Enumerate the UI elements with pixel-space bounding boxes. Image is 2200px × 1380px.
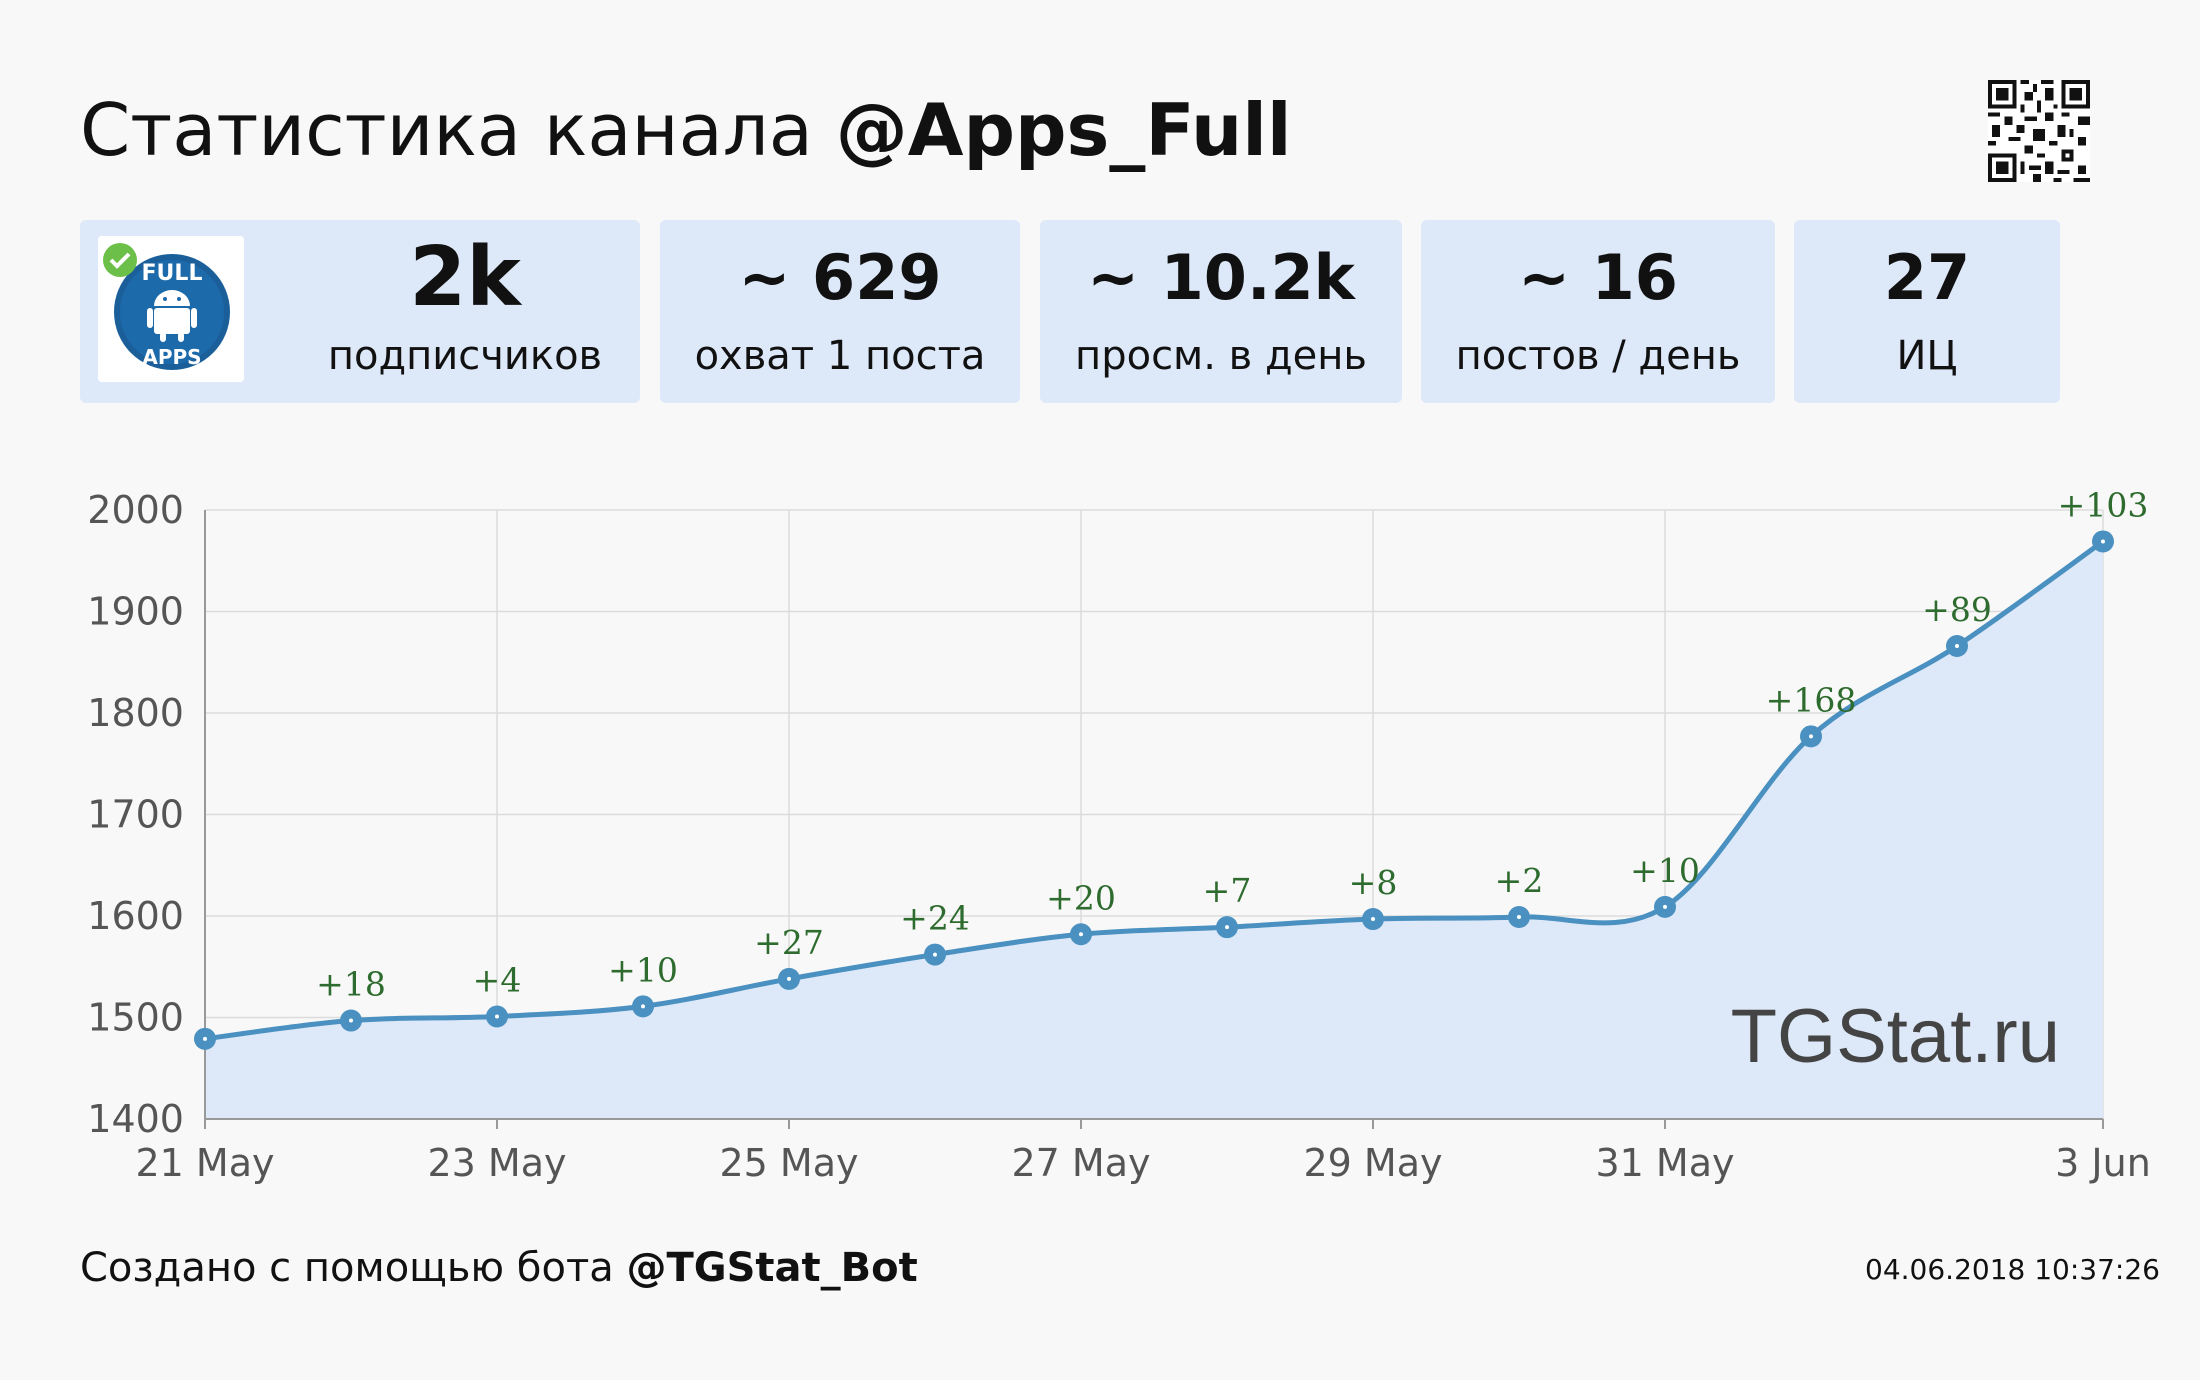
bot-link[interactable]: @TGStat_Bot (626, 1245, 918, 1291)
data-point-center (1663, 904, 1667, 909)
reach-value: ~ 629 (738, 241, 942, 314)
data-point-center (2101, 539, 2105, 544)
delta-label: +2 (1495, 861, 1544, 900)
footer-credit: Создано с помощью бота @TGStat_Bot (80, 1238, 918, 1298)
data-point-center (1955, 644, 1959, 649)
stat-card-reach: ~ 629 охват 1 поста (660, 220, 1020, 403)
android-icon (147, 290, 197, 342)
chart-points (194, 530, 2114, 1050)
x-tick-labels: 21 May 23 May 25 May 27 May 29 May 31 May 3 Ju… (136, 1141, 2151, 1185)
delta-label: +18 (316, 965, 386, 1004)
stat-card-posts: ~ 16 постов / день (1421, 220, 1775, 403)
y-tick-label: 1700 (87, 793, 184, 837)
delta-label: +8 (1349, 863, 1398, 902)
delta-label: +4 (473, 960, 522, 999)
stat-card-subscribers: FULL APPS 2k подписчиков (80, 220, 640, 403)
ci-label: ИЦ (1896, 333, 1958, 379)
y-tick-label: 1600 (87, 894, 184, 938)
delta-labels: +18 +4 +10 +27 +24 +20 +7 +8 +2 +10 +168 +89 +103 (316, 485, 2148, 1003)
delta-label: +7 (1203, 871, 1252, 910)
data-point-center (495, 1014, 499, 1019)
x-tick-label: 31 May (1596, 1141, 1735, 1185)
posts-value: ~ 16 (1518, 241, 1678, 314)
views-label: просм. в день (1075, 333, 1367, 379)
data-point-center (641, 1004, 645, 1009)
stat-card-ci: 27 ИЦ (1794, 220, 2060, 403)
y-tick-label: 1500 (87, 996, 184, 1040)
channel-avatar: FULL APPS (98, 236, 244, 382)
x-tick-label: 3 Jun (2055, 1141, 2151, 1185)
delta-label: +89 (1922, 590, 1992, 629)
y-tick-label: 1800 (87, 691, 184, 735)
title-prefix: Статистика канала (80, 88, 813, 172)
x-tick-label: 25 May (720, 1141, 859, 1185)
delta-label: +10 (608, 950, 678, 989)
x-tick-label: 27 May (1012, 1141, 1151, 1185)
subscribers-value: 2k (409, 230, 521, 325)
data-point-center (349, 1018, 353, 1023)
y-tick-label: 1400 (87, 1097, 184, 1141)
watermark: TGStat.ru (1731, 994, 2060, 1079)
subscribers-label: подписчиков (327, 333, 603, 379)
data-point-center (203, 1036, 207, 1041)
footer-created-with: Создано с помощью бота (80, 1245, 614, 1291)
y-tick-labels: 1400 1500 1600 1700 1800 1900 2000 (87, 488, 184, 1141)
channel-handle: @Apps_Full (835, 88, 1292, 172)
data-point-center (1225, 925, 1229, 930)
y-tick-label: 2000 (87, 488, 184, 532)
data-point-center (1809, 734, 1813, 739)
data-point-center (933, 952, 937, 957)
data-point-center (1371, 917, 1375, 922)
delta-label: +24 (900, 899, 970, 938)
qr-code-icon (1988, 80, 2090, 182)
data-point-center (787, 976, 791, 981)
ci-value: 27 (1883, 241, 1971, 314)
avatar-top-text: FULL (142, 261, 203, 286)
data-point-center (1079, 932, 1083, 937)
stat-card-views: ~ 10.2k просм. в день (1040, 220, 1402, 403)
page-title: Статистика канала @Apps_Full (80, 82, 1292, 178)
x-tick-label: 21 May (136, 1141, 275, 1185)
chart-axes (204, 510, 2104, 1129)
x-tick-label: 29 May (1304, 1141, 1443, 1185)
posts-label: постов / день (1455, 333, 1741, 379)
data-point-center (1517, 915, 1521, 920)
views-value: ~ 10.2k (1087, 241, 1355, 314)
delta-label: +27 (754, 923, 824, 962)
y-tick-label: 1900 (87, 590, 184, 634)
delta-label: +10 (1630, 851, 1700, 890)
timestamp: 04.06.2018 10:37:26 (1865, 1253, 2160, 1286)
chart-area (205, 541, 2103, 1119)
delta-label: +168 (1766, 680, 1857, 719)
x-tick-label: 23 May (428, 1141, 567, 1185)
delta-label: +20 (1046, 878, 1116, 917)
avatar-bottom-text: APPS (142, 345, 201, 369)
reach-label: охват 1 поста (694, 333, 986, 379)
verified-badge-icon (103, 243, 137, 277)
delta-label: +103 (2058, 485, 2149, 524)
